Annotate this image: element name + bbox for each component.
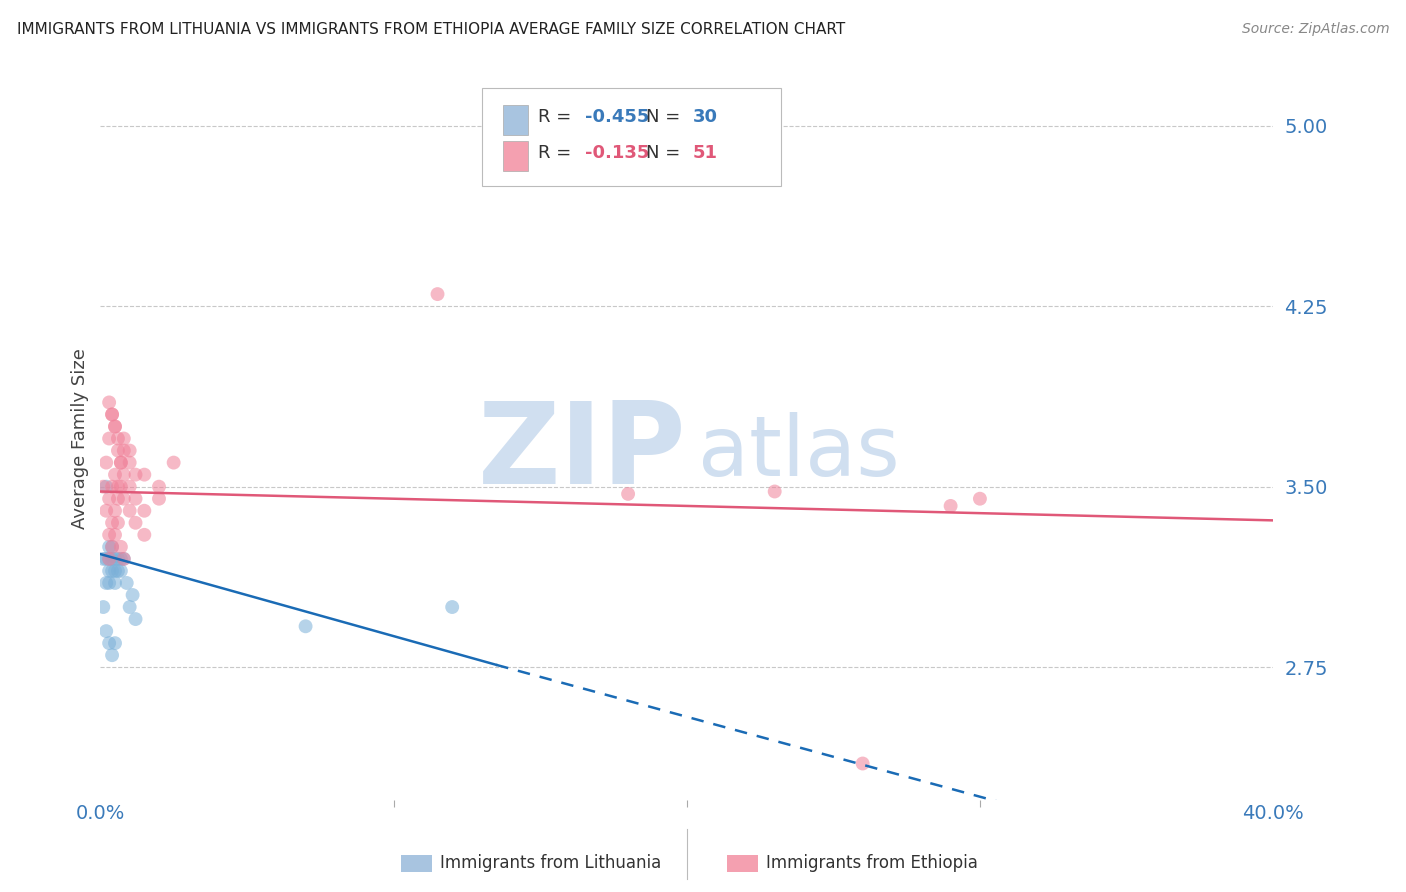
Text: 51: 51 — [693, 145, 717, 162]
Point — [101, 408, 124, 422]
Bar — [502, 141, 529, 171]
Text: atlas: atlas — [699, 412, 900, 493]
Point — [112, 467, 135, 482]
Point — [98, 636, 121, 650]
Point — [104, 419, 127, 434]
FancyBboxPatch shape — [481, 88, 780, 186]
Point — [101, 480, 124, 494]
Point — [101, 408, 124, 422]
Point — [134, 467, 156, 482]
Point — [969, 491, 991, 506]
Point — [294, 619, 316, 633]
Text: Immigrants from Ethiopia: Immigrants from Ethiopia — [766, 855, 979, 872]
Point — [98, 491, 121, 506]
Point — [617, 487, 640, 501]
Point — [110, 480, 132, 494]
Point — [98, 395, 121, 409]
Text: -0.455: -0.455 — [585, 108, 650, 126]
Point — [112, 443, 135, 458]
Point — [124, 491, 146, 506]
Point — [98, 552, 121, 566]
Point — [96, 480, 118, 494]
Point — [118, 480, 141, 494]
Point — [118, 456, 141, 470]
Text: -0.135: -0.135 — [585, 145, 650, 162]
Point — [124, 516, 146, 530]
Point — [112, 552, 135, 566]
Point — [104, 564, 127, 578]
Point — [124, 612, 146, 626]
Point — [441, 600, 464, 615]
Point — [104, 419, 127, 434]
Point — [104, 467, 127, 482]
Point — [104, 636, 127, 650]
Point — [426, 287, 449, 301]
Point — [96, 576, 118, 591]
Point — [121, 588, 143, 602]
Point — [110, 456, 132, 470]
Point — [134, 504, 156, 518]
Point — [98, 528, 121, 542]
Point — [104, 528, 127, 542]
Point — [104, 576, 127, 591]
Point — [98, 576, 121, 591]
Point — [101, 552, 124, 566]
Point — [96, 456, 118, 470]
Point — [163, 456, 186, 470]
Point — [112, 432, 135, 446]
Point — [101, 540, 124, 554]
Point — [763, 484, 786, 499]
Point — [91, 552, 114, 566]
Point — [110, 540, 132, 554]
Point — [104, 552, 127, 566]
Point — [107, 552, 129, 566]
Point — [110, 564, 132, 578]
Text: Immigrants from Lithuania: Immigrants from Lithuania — [440, 855, 661, 872]
Text: 30: 30 — [693, 108, 717, 126]
Point — [91, 600, 114, 615]
Point — [98, 540, 121, 554]
Point — [98, 552, 121, 566]
Point — [110, 456, 132, 470]
Point — [852, 756, 875, 771]
Point — [101, 564, 124, 578]
Point — [148, 491, 170, 506]
Text: R =: R = — [537, 145, 576, 162]
Point — [112, 552, 135, 566]
Point — [107, 443, 129, 458]
Text: ZIP: ZIP — [478, 398, 686, 508]
Point — [148, 480, 170, 494]
Point — [104, 504, 127, 518]
Point — [110, 552, 132, 566]
Point — [107, 480, 129, 494]
Point — [101, 516, 124, 530]
Text: N =: N = — [645, 145, 686, 162]
Point — [124, 467, 146, 482]
Point — [101, 540, 124, 554]
Bar — [502, 105, 529, 136]
Point — [96, 504, 118, 518]
Point — [107, 516, 129, 530]
Point — [118, 504, 141, 518]
Text: N =: N = — [645, 108, 686, 126]
Text: Source: ZipAtlas.com: Source: ZipAtlas.com — [1241, 22, 1389, 37]
Point — [939, 499, 962, 513]
Point — [115, 576, 138, 591]
Y-axis label: Average Family Size: Average Family Size — [72, 348, 89, 529]
Point — [118, 443, 141, 458]
Point — [101, 648, 124, 663]
Text: R =: R = — [537, 108, 576, 126]
Point — [118, 600, 141, 615]
Point — [107, 432, 129, 446]
Point — [98, 432, 121, 446]
Point — [112, 491, 135, 506]
Point — [98, 564, 121, 578]
Text: IMMIGRANTS FROM LITHUANIA VS IMMIGRANTS FROM ETHIOPIA AVERAGE FAMILY SIZE CORREL: IMMIGRANTS FROM LITHUANIA VS IMMIGRANTS … — [17, 22, 845, 37]
Point — [96, 624, 118, 639]
Point — [96, 552, 118, 566]
Point — [91, 480, 114, 494]
Point — [107, 491, 129, 506]
Point — [107, 564, 129, 578]
Point — [134, 528, 156, 542]
